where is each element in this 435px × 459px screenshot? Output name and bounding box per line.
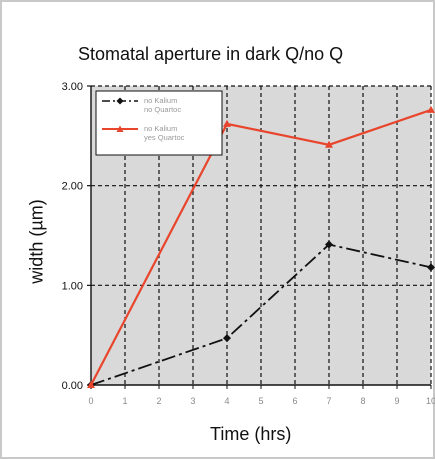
series-1-point bbox=[427, 263, 435, 272]
y-tick-label: 1.00 bbox=[62, 280, 83, 292]
legend-label-line2: no Quartoc bbox=[144, 105, 181, 114]
y-tick-label: 3.00 bbox=[62, 81, 83, 93]
legend-swatch-marker-2 bbox=[116, 125, 124, 132]
chart-title: Stomatal aperture in dark Q/no Q bbox=[78, 44, 344, 64]
series-2-point bbox=[325, 140, 333, 148]
x-tick-label: 0 bbox=[88, 396, 93, 406]
series-2-point bbox=[223, 119, 231, 127]
x-tick-label: 8 bbox=[360, 396, 365, 406]
x-tick-label: 3 bbox=[190, 396, 195, 406]
legend-swatch-marker-1 bbox=[116, 97, 124, 105]
x-axis-label: Time (hrs) bbox=[210, 424, 292, 444]
x-tick-label: 4 bbox=[224, 396, 229, 406]
y-tick-label: 2.00 bbox=[62, 181, 83, 193]
series-2-point bbox=[87, 381, 95, 388]
legend-label-line1: no Kalium bbox=[144, 124, 177, 133]
x-tick-label: 9 bbox=[394, 396, 399, 406]
legend-box bbox=[95, 90, 223, 156]
y-tick-label: 0.00 bbox=[62, 380, 83, 392]
x-tick-label: 7 bbox=[326, 396, 331, 406]
x-tick-label: 6 bbox=[292, 396, 297, 406]
x-tick-label: 1 bbox=[122, 396, 127, 406]
legend-label-line2: yes Quartoc bbox=[144, 133, 185, 142]
x-tick-label: 5 bbox=[258, 396, 263, 406]
legend-label-line1: no Kalium bbox=[144, 96, 177, 105]
x-tick-label: 2 bbox=[156, 396, 161, 406]
series-1-point bbox=[325, 240, 333, 249]
series-1-point bbox=[223, 334, 231, 343]
series-2-point bbox=[427, 105, 435, 113]
series-line-1 bbox=[90, 243, 432, 386]
x-tick-label: 10 bbox=[426, 396, 435, 406]
series-line-2 bbox=[90, 108, 432, 386]
